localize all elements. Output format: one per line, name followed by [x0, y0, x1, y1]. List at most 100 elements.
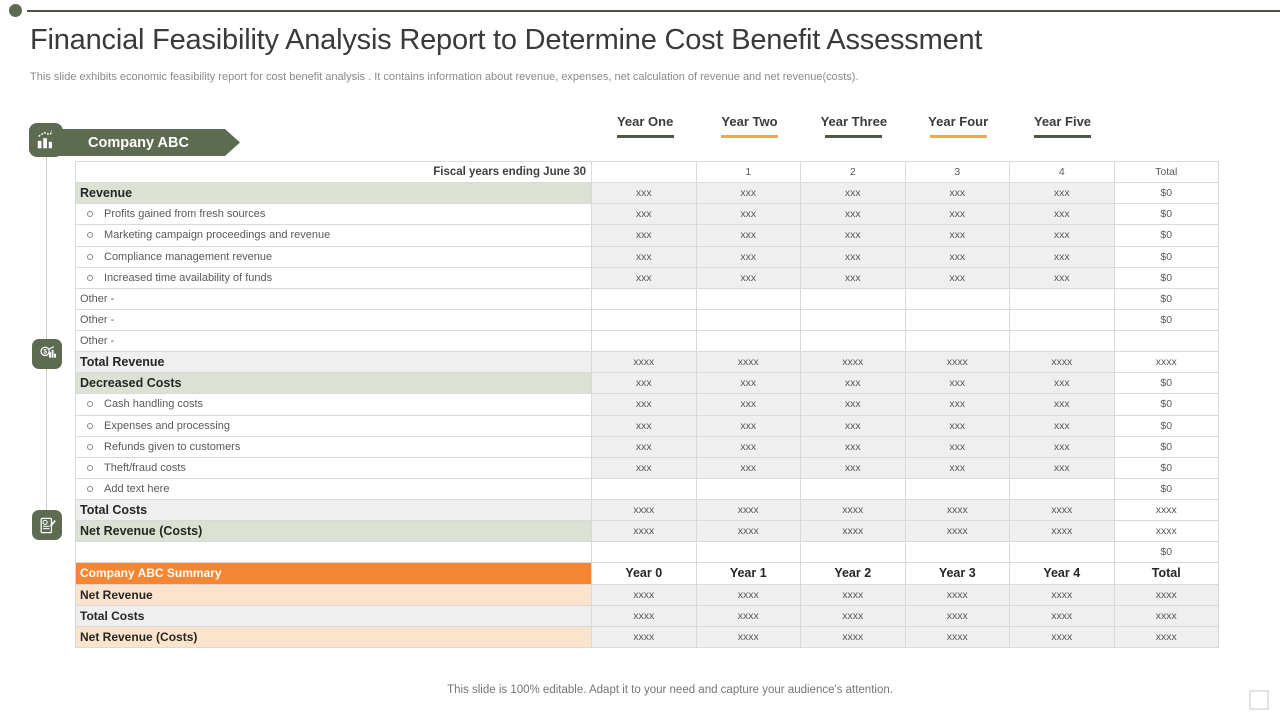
table-cell: xxx: [905, 204, 1010, 225]
table-cell: xxxx: [801, 605, 906, 626]
row-label: Total Revenue: [76, 352, 592, 373]
table-cell: $0: [1160, 313, 1173, 326]
row-label: Net Revenue: [76, 584, 592, 605]
row-label: Increased time availability of funds: [76, 267, 592, 288]
table-cell: xxx: [801, 436, 906, 457]
row-label-text: Add text here: [104, 482, 170, 495]
table-cell: xxx: [801, 267, 906, 288]
table-cell: xxxx: [905, 605, 1010, 626]
table-cell: xxxx: [801, 626, 906, 647]
table-cell: xxxx: [905, 584, 1010, 605]
table-cell: xxxx: [1010, 605, 1115, 626]
year-label: Year Two: [721, 114, 778, 129]
table-cell: Total: [1155, 166, 1178, 179]
table-cell: xxx: [905, 415, 1010, 436]
table-cell: xxxx: [905, 500, 1010, 521]
table-cell: xxxx: [592, 626, 697, 647]
row-label: Company ABC Summary: [76, 563, 592, 584]
table-cell: [906, 331, 1010, 352]
bullet-icon: [87, 232, 93, 239]
table-cell: xxx: [1010, 415, 1115, 436]
table-cell: xxxx: [801, 352, 906, 373]
table-cell: xxx: [905, 183, 1010, 204]
corner-placeholder: [1249, 690, 1269, 710]
table-cell: xxxx: [1010, 626, 1115, 647]
table-cell: xxxx: [592, 584, 697, 605]
table-row: Net Revenue (Costs) xxxx xxxx xxxx xxxx xxxx x…: [76, 626, 1218, 647]
year-label: Year Four: [928, 114, 989, 129]
company-banner-label: Company ABC: [88, 134, 189, 151]
row-label: Profits gained from fresh sources: [76, 204, 592, 225]
table-row: Other - $0: [76, 288, 1218, 310]
row-label: Compliance management revenue: [76, 246, 592, 267]
table-cell: [592, 478, 697, 499]
table-cell: Year 2: [801, 563, 906, 584]
table-row: Fiscal years ending June 30 1 2 3 4 Total: [76, 162, 1218, 184]
table-cell: $0: [1160, 461, 1173, 474]
table-cell: $0: [1160, 292, 1173, 305]
company-banner: Company ABC: [52, 129, 240, 156]
table-row: Total Costs xxxx xxxx xxxx xxxx xxxx xxxx: [76, 500, 1218, 522]
table-cell: $0: [1160, 377, 1173, 390]
row-label-text: Theft/fraud costs: [104, 461, 186, 474]
table-cell: xxxx: [1010, 584, 1115, 605]
table-cell: [1010, 331, 1115, 352]
table-row: Net Revenue xxxx xxxx xxxx xxxx xxxx xxxx: [76, 584, 1218, 606]
year-underline: [720, 135, 778, 138]
table-cell: xxx: [1010, 225, 1115, 246]
bullet-icon: [87, 443, 93, 450]
table-cell: xxx: [696, 457, 801, 478]
table-cell: xxx: [696, 415, 801, 436]
table-cell: [592, 331, 697, 352]
finance-analytics-icon: $: [32, 339, 62, 369]
table-cell: xxx: [592, 246, 697, 267]
table-cell: xxxx: [1010, 352, 1115, 373]
table-cell: [801, 331, 906, 352]
row-label: [76, 542, 592, 563]
row-label: Other -: [76, 309, 592, 330]
table-cell: xxx: [696, 394, 801, 415]
bullet-icon: [87, 485, 93, 492]
table-row: Expenses and processing xxx xxx xxx xxx xxx $0: [76, 415, 1218, 437]
row-label: Expenses and processing: [76, 415, 592, 436]
table-cell: [801, 288, 906, 309]
table-cell: xxx: [1010, 457, 1115, 478]
row-label: Total Costs: [76, 500, 592, 521]
row-label: Total Costs: [76, 605, 592, 626]
table-cell: [801, 309, 906, 330]
table-cell: xxx: [592, 183, 697, 204]
table-cell: xxx: [592, 267, 697, 288]
table-cell: 3: [906, 162, 1010, 183]
table-cell: [801, 478, 906, 499]
year-headers: Year One Year Two Year Three Year Four Year …: [593, 114, 1219, 138]
table-cell: xxx: [592, 436, 697, 457]
table-cell: xxx: [1010, 204, 1115, 225]
table-row: Cash handling costs xxx xxx xxx xxx xxx $0: [76, 394, 1218, 416]
table-row: Increased time availability of funds xxx x…: [76, 267, 1218, 289]
row-label-text: Fiscal years ending June 30: [433, 166, 586, 179]
table-cell: xxxx: [905, 521, 1010, 542]
table-cell: xxx: [696, 436, 801, 457]
table-cell: [906, 288, 1010, 309]
table-cell: xxx: [905, 246, 1010, 267]
table-cell: xxxx: [1114, 584, 1218, 605]
table-cell: xxx: [1010, 436, 1115, 457]
table-cell: 1: [697, 162, 801, 183]
table-cell: xxxx: [696, 584, 801, 605]
row-label-text: Profits gained from fresh sources: [104, 208, 266, 221]
slide-accent-line: [27, 10, 1280, 12]
table-cell: xxx: [905, 457, 1010, 478]
table-cell: xxx: [905, 373, 1010, 394]
table-cell: xxxx: [1155, 525, 1177, 538]
table-cell: xxxx: [592, 605, 697, 626]
table-cell: xxxx: [696, 626, 801, 647]
table-cell: xxx: [592, 457, 697, 478]
table-cell: [1010, 309, 1115, 330]
table-cell: xxxx: [1155, 504, 1177, 517]
table-cell: $0: [1160, 546, 1173, 559]
table-cell: 2: [801, 162, 906, 183]
table-cell: xxx: [696, 183, 801, 204]
row-label-text: Other -: [80, 335, 115, 348]
row-label: Net Revenue (Costs): [76, 521, 592, 542]
year-underline: [929, 135, 987, 138]
